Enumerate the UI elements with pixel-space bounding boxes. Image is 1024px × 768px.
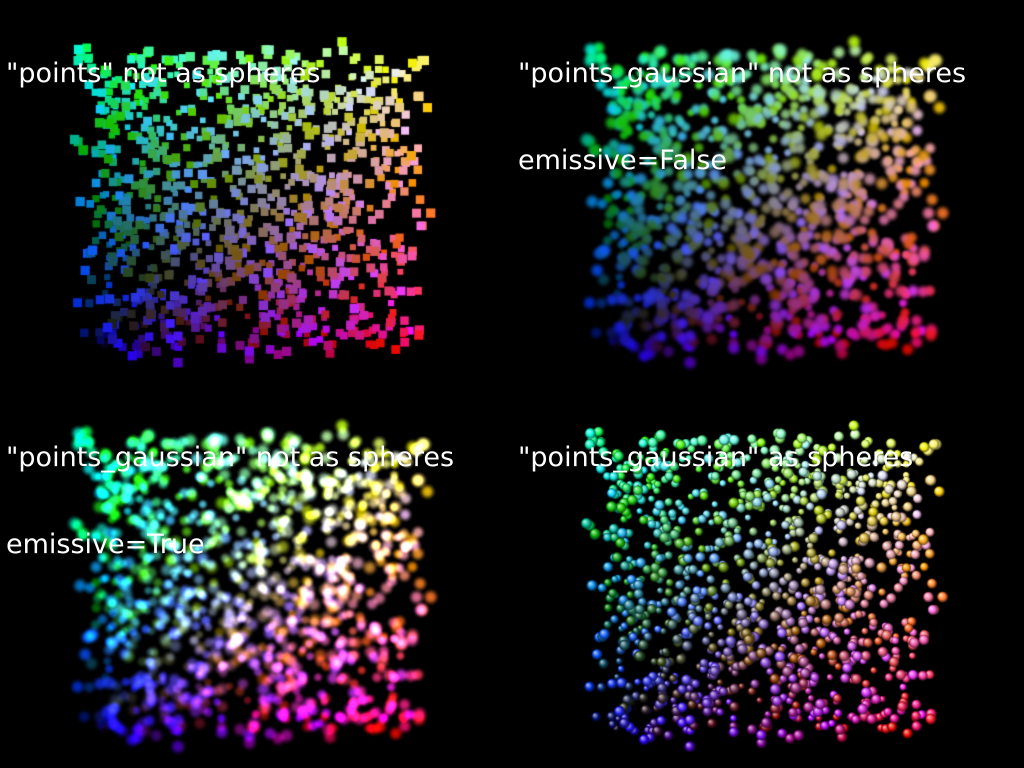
point-cloud-canvas-gaussian (512, 0, 1024, 384)
panel-title-line2: emissive=False (518, 145, 728, 176)
panel-gaussian-emissive-false: "points_gaussian" not as spheres emissiv… (512, 0, 1024, 384)
panel-title-line1: "points_gaussian" not as spheres (518, 58, 967, 89)
point-cloud-canvas-squares (0, 0, 512, 384)
panel-gaussian-as-spheres: "points_gaussian" as spheres (512, 384, 1024, 768)
point-cloud-canvas-gaussian-emissive (0, 384, 512, 768)
panel-title-line1: "points" not as spheres (6, 58, 321, 89)
panel-title-line1: "points_gaussian" as spheres (518, 442, 914, 473)
panel-title: "points_gaussian" as spheres (518, 385, 913, 588)
panel-title-line1: "points_gaussian" not as spheres (6, 442, 455, 473)
panel-points-not-as-spheres: "points" not as spheres (0, 0, 512, 384)
panel-gaussian-emissive-true: "points_gaussian" not as spheres emissiv… (0, 384, 512, 768)
panel-title: "points" not as spheres (6, 1, 320, 204)
panel-title: "points_gaussian" not as spheres emissiv… (6, 385, 454, 617)
point-cloud-canvas-spheres (512, 384, 1024, 768)
panel-title: "points_gaussian" not as spheres emissiv… (518, 1, 966, 233)
panel-title-line2: emissive=True (6, 529, 205, 560)
